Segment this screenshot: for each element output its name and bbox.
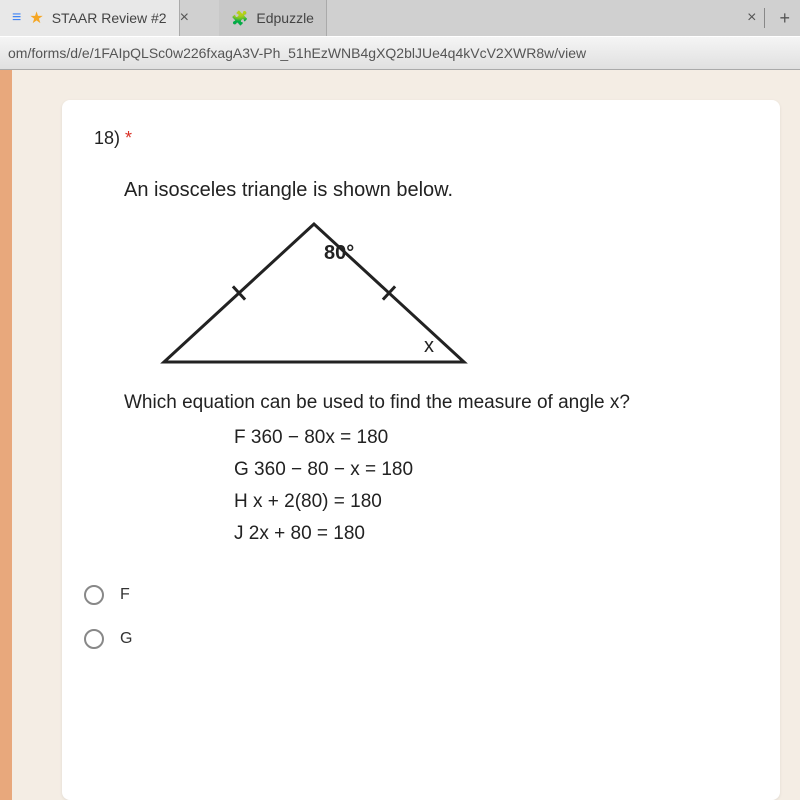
- question-title: An isosceles triangle is shown below.: [124, 179, 748, 202]
- option-f: F 360 − 80x = 180: [234, 427, 748, 449]
- new-tab-button[interactable]: +: [769, 8, 800, 29]
- question-number: 18) *: [94, 128, 748, 149]
- radio-label-f: F: [120, 586, 130, 604]
- radio-g[interactable]: [84, 629, 104, 649]
- star-icon: ★: [29, 8, 43, 28]
- content-area: 18) * An isosceles triangle is shown bel…: [0, 70, 800, 800]
- radio-row-g[interactable]: G: [84, 629, 748, 649]
- triangle-figure: 80° x: [124, 212, 504, 382]
- svg-text:80°: 80°: [324, 242, 354, 264]
- close-icon[interactable]: ×: [747, 9, 756, 27]
- option-g: G 360 − 80 − x = 180: [234, 459, 748, 481]
- tab-label: Edpuzzle: [256, 10, 314, 26]
- svg-text:x: x: [424, 335, 434, 357]
- tab-edpuzzle[interactable]: 🧩 Edpuzzle: [219, 0, 327, 36]
- option-h: H x + 2(80) = 180: [234, 491, 748, 513]
- url-bar[interactable]: om/forms/d/e/1FAIpQLSc0w226fxagA3V-Ph_51…: [0, 36, 800, 70]
- tab-separator: [764, 8, 765, 28]
- url-text: om/forms/d/e/1FAIpQLSc0w226fxagA3V-Ph_51…: [8, 45, 586, 61]
- radio-f[interactable]: [84, 585, 104, 605]
- question-content: An isosceles triangle is shown below. 80…: [94, 179, 748, 545]
- question-card: 18) * An isosceles triangle is shown bel…: [62, 100, 780, 800]
- menu-icon: ≡: [12, 9, 21, 27]
- tab-staar[interactable]: ≡ ★ STAAR Review #2: [0, 0, 180, 36]
- puzzle-icon: 🧩: [231, 10, 248, 27]
- page-background: 18) * An isosceles triangle is shown bel…: [12, 70, 800, 800]
- tab-bar: ≡ ★ STAAR Review #2 × 🧩 Edpuzzle × +: [0, 0, 800, 36]
- question-sub: Which equation can be used to find the m…: [124, 390, 748, 417]
- equation-options: F 360 − 80x = 180 G 360 − 80 − x = 180 H…: [234, 427, 748, 545]
- left-sidebar: [0, 70, 12, 800]
- tab-label: STAAR Review #2: [52, 10, 167, 26]
- radio-label-g: G: [120, 630, 132, 648]
- answer-radios: F G: [84, 585, 748, 649]
- radio-row-f[interactable]: F: [84, 585, 748, 605]
- option-j: J 2x + 80 = 180: [234, 523, 748, 545]
- required-mark: *: [125, 128, 132, 148]
- close-icon[interactable]: ×: [180, 9, 189, 27]
